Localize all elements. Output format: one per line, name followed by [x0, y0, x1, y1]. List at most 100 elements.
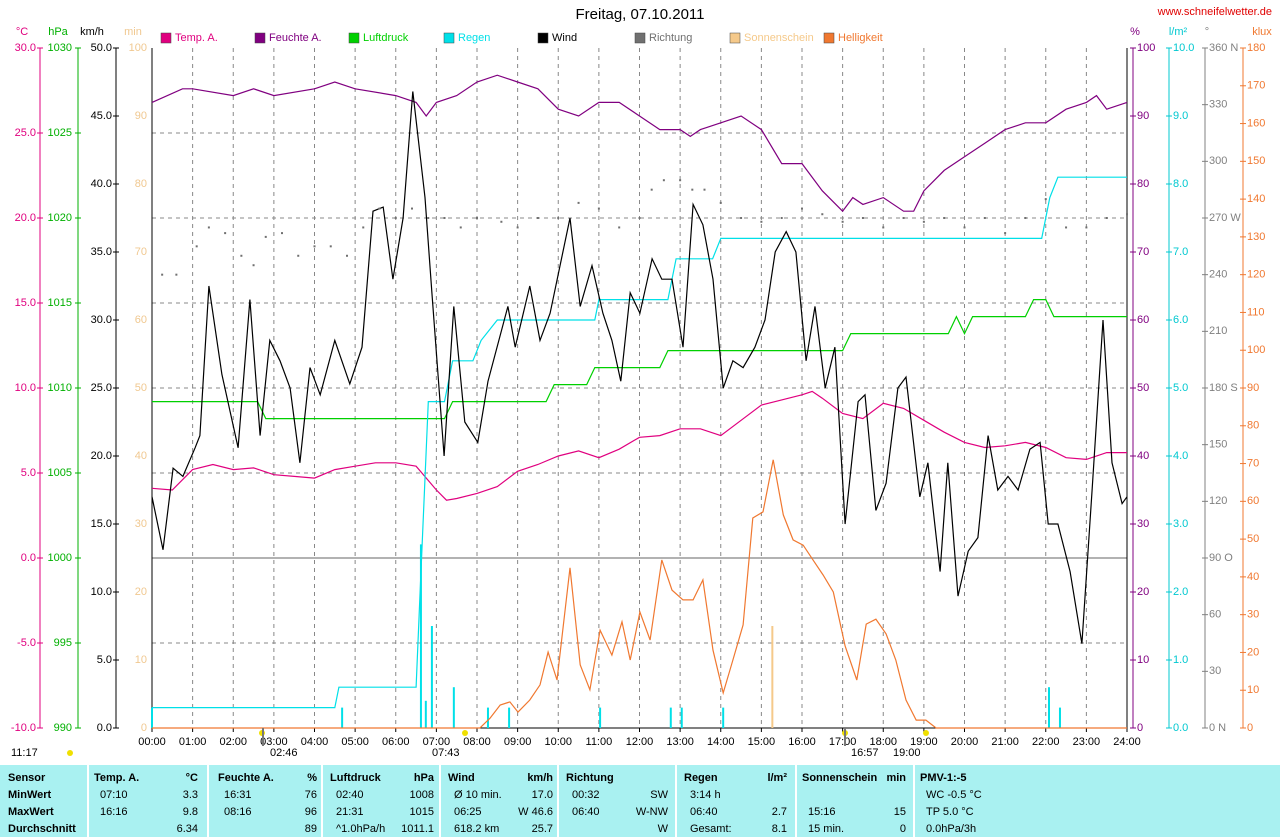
table-cell: 3.3	[183, 789, 198, 801]
x-tick-label: 14:00	[707, 736, 735, 748]
y-tick-label: 60	[1209, 609, 1221, 621]
column-title: Wind	[448, 772, 475, 784]
x-tick-label: 24:00	[1113, 736, 1141, 748]
dot	[638, 217, 641, 219]
x-tick-label: 23:00	[1073, 736, 1101, 748]
y-tick-label: 20	[1247, 646, 1259, 658]
x-tick-label: 01:00	[179, 736, 207, 748]
legend-swatch	[348, 32, 360, 44]
dot	[195, 245, 198, 248]
y-tick-label: 90	[1247, 382, 1259, 394]
annotation-icon	[67, 750, 73, 756]
x-tick-label: 09:00	[504, 736, 532, 748]
y-tick-label: 100	[1247, 344, 1265, 356]
dot	[801, 207, 803, 210]
axis-unit: klux	[1252, 26, 1272, 38]
legend-swatch	[443, 32, 455, 44]
dot	[427, 217, 430, 219]
legend-swatch	[537, 32, 549, 44]
table-cell: 2.7	[772, 806, 787, 818]
chart-title: Freitag, 07.10.2011	[576, 6, 705, 23]
dot	[536, 217, 539, 219]
axis-unit: km/h	[80, 26, 104, 38]
x-tick-label: 11:00	[586, 736, 613, 748]
table-cell: 6.34	[177, 823, 198, 835]
x-tick-label: 16:00	[788, 736, 816, 748]
y-tick-label: 70	[1137, 246, 1149, 258]
y-tick-label: 170	[1247, 80, 1265, 92]
y-tick-label: 1030	[48, 42, 72, 54]
y-tick-label: 80	[1247, 420, 1259, 432]
legend-label: Helligkeit	[838, 32, 883, 44]
series-line	[152, 459, 1127, 729]
y-tick-label: 60	[1137, 314, 1149, 326]
axis-unit: hPa	[48, 26, 68, 38]
dot	[207, 226, 210, 229]
y-tick-label: 120	[1247, 269, 1265, 281]
y-tick-label: 10	[135, 654, 147, 666]
y-tick-label: 40	[135, 450, 147, 462]
dot	[394, 217, 397, 219]
site-link: www.schneifelwetter.de	[1157, 6, 1272, 18]
table-cell: 00:32	[572, 789, 600, 801]
table-cell: W-NW	[636, 806, 669, 818]
y-tick-label: 20	[1137, 586, 1149, 598]
y-tick-label: 50	[135, 382, 147, 394]
legend-label: Sonnenschein	[744, 32, 814, 44]
series-line	[151, 390, 1127, 501]
dot	[500, 220, 503, 223]
y-tick-label: 330	[1209, 99, 1227, 111]
dot	[1065, 226, 1068, 229]
dot	[882, 226, 885, 229]
y-tick-label: 30.0	[15, 42, 36, 54]
table-cell: 08:16	[224, 806, 252, 818]
y-tick-label: 90 O	[1209, 552, 1233, 564]
y-tick-label: 80	[1137, 178, 1149, 190]
column-unit: hPa	[414, 772, 435, 784]
dot	[411, 207, 413, 210]
y-tick-label: 90	[135, 110, 147, 122]
y-tick-label: 50	[1247, 533, 1259, 545]
column-title: Sonnenschein	[802, 772, 877, 784]
y-tick-label: 1010	[48, 382, 72, 394]
dot	[650, 188, 653, 191]
y-tick-label: 10.0	[1173, 42, 1194, 54]
y-tick-label: 30	[1247, 609, 1259, 621]
table-cell: 9.8	[183, 806, 198, 818]
y-tick-label: 90	[1137, 110, 1149, 122]
y-tick-label: 70	[1247, 457, 1259, 469]
y-tick-label: 1005	[48, 467, 72, 479]
table-cell: 0	[900, 823, 906, 835]
dot	[378, 207, 381, 210]
table-cell: 8.1	[772, 823, 787, 835]
dot	[161, 273, 164, 276]
axis-unit: min	[124, 26, 142, 38]
table-cell: 16:31	[224, 789, 252, 801]
dot	[1126, 213, 1128, 216]
table-cell: 3:14 h	[690, 789, 721, 801]
column-title: Richtung	[566, 772, 614, 784]
y-tick-label: 10.0	[91, 586, 112, 598]
dot	[577, 201, 580, 204]
dot	[662, 179, 665, 182]
dot	[760, 220, 763, 223]
series-line	[151, 91, 1128, 644]
table-cell: 0.0hPa/3h	[926, 823, 976, 835]
table-cell: 1011.1	[401, 823, 434, 835]
y-tick-label: 25.0	[91, 382, 112, 394]
dot	[1044, 198, 1047, 201]
x-tick-label: 21:00	[991, 736, 1019, 748]
y-tick-label: 0.0	[21, 552, 36, 564]
y-tick-label: 995	[54, 637, 72, 649]
y-tick-label: 0	[1137, 722, 1143, 734]
column-unit: °C	[186, 772, 198, 784]
annotation-icon	[462, 730, 468, 736]
annotation: 02:46	[270, 747, 298, 759]
x-tick-label: 10:00	[544, 736, 572, 748]
y-tick-label: 3.0	[1173, 518, 1188, 530]
y-tick-label: 70	[135, 246, 147, 258]
dot	[240, 254, 243, 257]
y-tick-label: 1.0	[1173, 654, 1188, 666]
x-tick-label: 04:00	[301, 736, 329, 748]
